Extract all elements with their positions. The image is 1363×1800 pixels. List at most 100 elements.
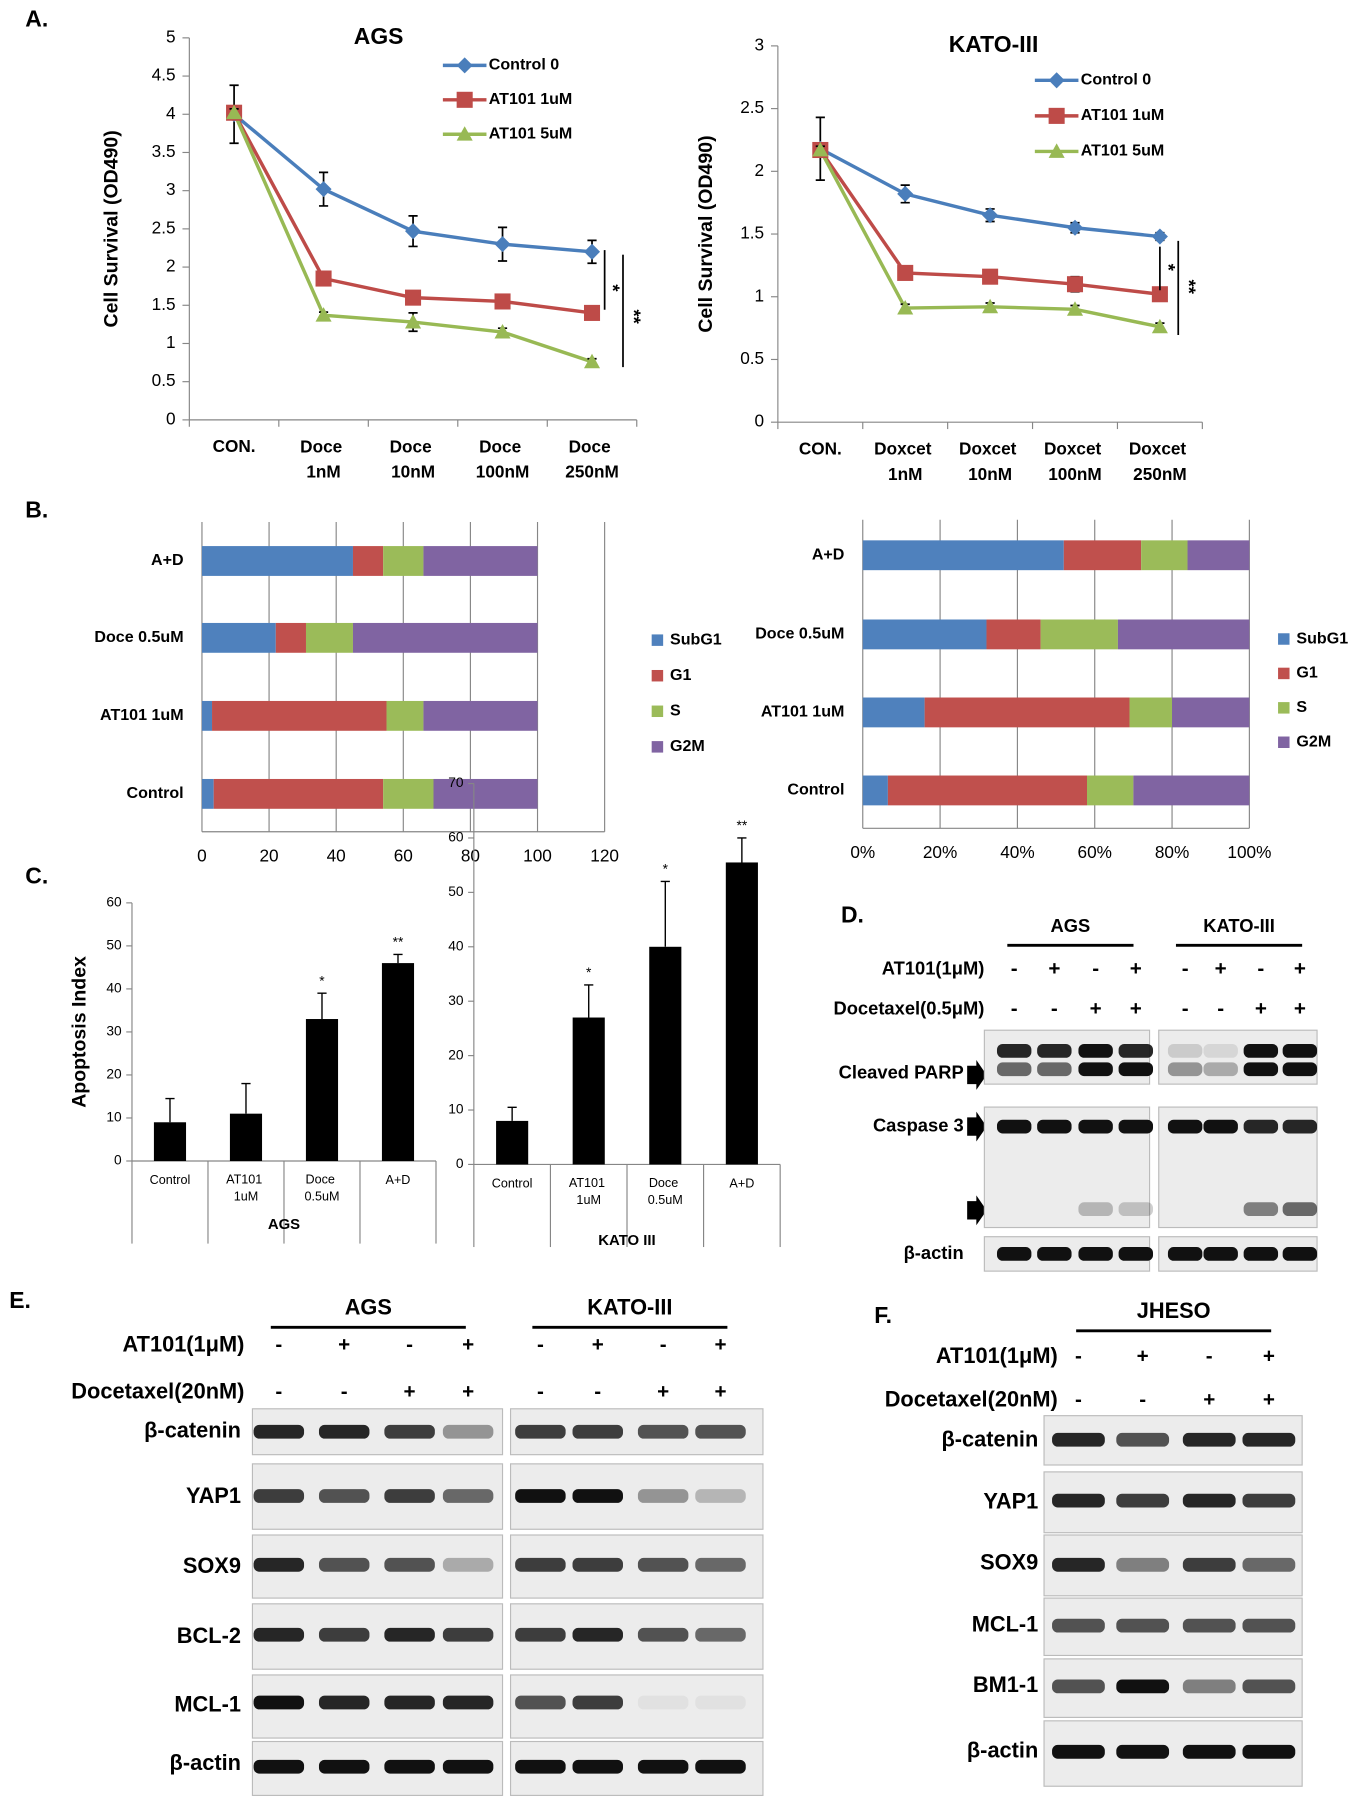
data-point bbox=[315, 307, 332, 322]
significance-label: ** bbox=[1179, 280, 1200, 295]
bar-segment bbox=[305, 622, 353, 653]
group-label: KATO-III bbox=[1203, 915, 1275, 936]
significance-label: ** bbox=[737, 818, 748, 833]
y-tick-label: Control bbox=[127, 784, 184, 802]
blot-band bbox=[1243, 1119, 1279, 1134]
label-line: Doce bbox=[300, 436, 347, 456]
x-tick-label: 40 bbox=[327, 846, 346, 866]
x-tick-label: 60 bbox=[394, 846, 413, 866]
significance-label: ** bbox=[393, 935, 404, 950]
blot-band bbox=[1242, 1679, 1296, 1694]
blot-band bbox=[1078, 1202, 1113, 1217]
y-tick-label: Doce 0.5uM bbox=[755, 625, 844, 643]
blot-band bbox=[384, 1489, 435, 1503]
blot-band bbox=[1078, 1043, 1113, 1058]
legend-label: S bbox=[1296, 698, 1307, 716]
blot-band bbox=[1052, 1744, 1105, 1759]
label-line: Doce bbox=[390, 436, 437, 456]
blot-band bbox=[1118, 1043, 1154, 1058]
y-tick-label: 40 bbox=[106, 981, 122, 996]
bar-segment bbox=[433, 778, 538, 809]
bar bbox=[496, 1120, 529, 1165]
y-tick-label: 3 bbox=[166, 179, 176, 199]
bar-segment bbox=[862, 697, 925, 728]
blot-band bbox=[1078, 1247, 1113, 1261]
y-tick-label: Control bbox=[787, 781, 844, 799]
blot-band bbox=[1243, 1062, 1279, 1077]
treatment-sign: + bbox=[1263, 1345, 1275, 1368]
arrow bbox=[967, 1195, 987, 1226]
blot-band bbox=[1118, 1202, 1154, 1217]
bar-segment bbox=[352, 622, 538, 653]
blot-band bbox=[1182, 1493, 1236, 1508]
treatment-sign: + bbox=[404, 1380, 416, 1403]
data-point bbox=[1151, 318, 1168, 334]
x-tick-label: AT101 1uM bbox=[569, 1176, 609, 1207]
label-line: 1uM bbox=[576, 1193, 601, 1207]
y-tick-label: 20 bbox=[106, 1067, 122, 1082]
label-line: 1nM bbox=[888, 463, 922, 483]
legend-swatch bbox=[1278, 736, 1290, 748]
bar-segment bbox=[862, 775, 888, 806]
treatment-sign: - bbox=[275, 1333, 282, 1356]
legend-label: AT101 5uM bbox=[489, 124, 573, 142]
blot-band bbox=[996, 1247, 1032, 1261]
y-tick-label: 50 bbox=[448, 884, 464, 899]
bar-segment bbox=[887, 775, 1087, 806]
y-tick-label: 4 bbox=[166, 103, 176, 123]
blot-band bbox=[1242, 1557, 1296, 1572]
blot-band bbox=[318, 1489, 370, 1503]
legend-label: Control 0 bbox=[1081, 71, 1152, 89]
group-label: KATO-III bbox=[587, 1295, 672, 1320]
y-tick-label: 0 bbox=[755, 411, 765, 431]
y-tick-label: AT101 1uM bbox=[100, 706, 184, 724]
panel-label: E. bbox=[9, 1287, 31, 1313]
treatment-sign: - bbox=[1257, 957, 1264, 980]
blot-band bbox=[1282, 1062, 1318, 1077]
label-line: Doce bbox=[479, 436, 526, 456]
blot-band bbox=[1037, 1043, 1072, 1058]
x-tick-label: 100% bbox=[1227, 842, 1271, 862]
blot-band bbox=[1052, 1557, 1105, 1572]
x-tick-label: A+D bbox=[386, 1173, 411, 1187]
y-tick-label: 40 bbox=[448, 938, 464, 953]
label-line: 1nM bbox=[306, 461, 340, 481]
y-tick-label: 3.5 bbox=[152, 141, 176, 161]
x-tick-label: Doxcet 100nM bbox=[1044, 438, 1106, 483]
significance-label: * bbox=[319, 973, 325, 988]
blot-band bbox=[695, 1627, 746, 1642]
significance-label: * bbox=[663, 862, 669, 877]
row-label: MCL-1 bbox=[972, 1611, 1039, 1636]
bar bbox=[229, 1113, 263, 1161]
legend-swatch bbox=[651, 634, 664, 646]
row-label: SOX9 bbox=[980, 1549, 1038, 1574]
blot-band bbox=[572, 1424, 623, 1439]
row-label: BCL-2 bbox=[177, 1623, 241, 1648]
y-axis-label: Apoptosis Index bbox=[69, 956, 91, 1108]
arrow bbox=[967, 1060, 987, 1090]
arrow bbox=[967, 1111, 987, 1142]
treatment-sign: - bbox=[1011, 957, 1018, 980]
data-point bbox=[583, 353, 601, 369]
x-tick-label: Doce 0.5uM bbox=[648, 1176, 683, 1207]
bar-segment bbox=[201, 622, 276, 653]
x-tick-label: 0% bbox=[850, 842, 875, 862]
row-label: β-actin bbox=[967, 1738, 1038, 1763]
blot-band bbox=[253, 1695, 305, 1710]
treatment-sign: - bbox=[275, 1380, 282, 1403]
legend-label: AT101 1uM bbox=[1081, 106, 1165, 124]
blot-band bbox=[1282, 1247, 1318, 1261]
blot-band bbox=[1052, 1618, 1105, 1633]
treatment-sign: + bbox=[1263, 1388, 1275, 1411]
treatment-sign: - bbox=[1182, 997, 1189, 1020]
bar-segment bbox=[275, 622, 306, 653]
x-tick-label: 40% bbox=[1000, 842, 1034, 862]
blot-band bbox=[442, 1759, 494, 1774]
x-tick-label: Doce 100nM bbox=[476, 436, 529, 481]
legend-label: G2M bbox=[670, 737, 705, 755]
blot-band bbox=[1116, 1493, 1170, 1508]
treatment-sign: + bbox=[657, 1380, 669, 1403]
blot-band bbox=[637, 1424, 689, 1439]
blot-band bbox=[384, 1424, 435, 1439]
